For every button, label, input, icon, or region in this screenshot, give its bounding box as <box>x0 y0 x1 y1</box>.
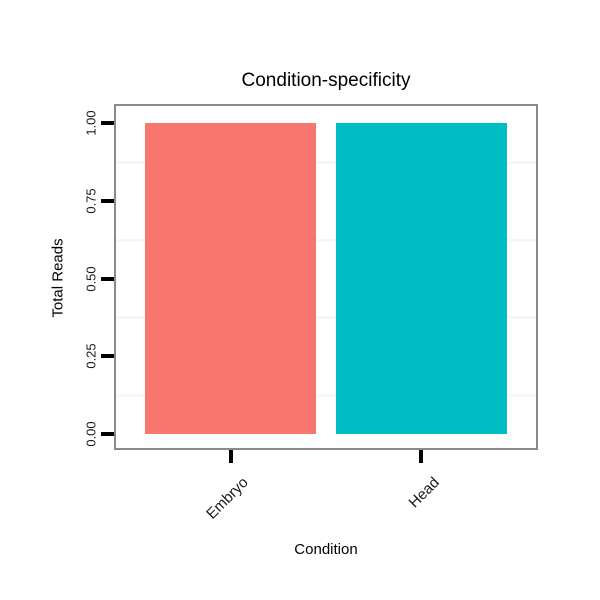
chart-title: Condition-specificity <box>241 70 411 91</box>
y-axis-tick <box>101 276 114 281</box>
gridline-minor <box>116 394 536 398</box>
y-axis-tick <box>101 198 114 203</box>
y-axis-tick <box>101 432 114 436</box>
x-axis-tick <box>228 450 233 463</box>
y-axis-tick-label: 0.75 <box>83 188 99 214</box>
y-axis-tick-label: 0.50 <box>83 265 99 292</box>
y-axis-tick <box>101 354 114 359</box>
gridline-minor <box>116 316 536 320</box>
bar-head <box>335 123 508 434</box>
x-axis-title: Condition <box>294 541 358 558</box>
bar-embryo <box>144 123 317 434</box>
y-axis-tick-label: 0.25 <box>83 343 99 369</box>
plot-panel <box>114 104 538 450</box>
gridline-minor <box>116 238 536 242</box>
x-axis-tick <box>419 450 424 463</box>
x-axis-tick-label: Embryo <box>202 474 252 523</box>
y-axis-tick-label: 0.00 <box>83 421 99 447</box>
y-axis-tick <box>101 121 114 125</box>
y-axis-title: Total Reads <box>49 238 67 318</box>
y-axis-tick-label: 1.00 <box>83 110 99 136</box>
x-axis-tick-label: Head <box>405 474 443 512</box>
gridline-minor <box>116 160 536 164</box>
